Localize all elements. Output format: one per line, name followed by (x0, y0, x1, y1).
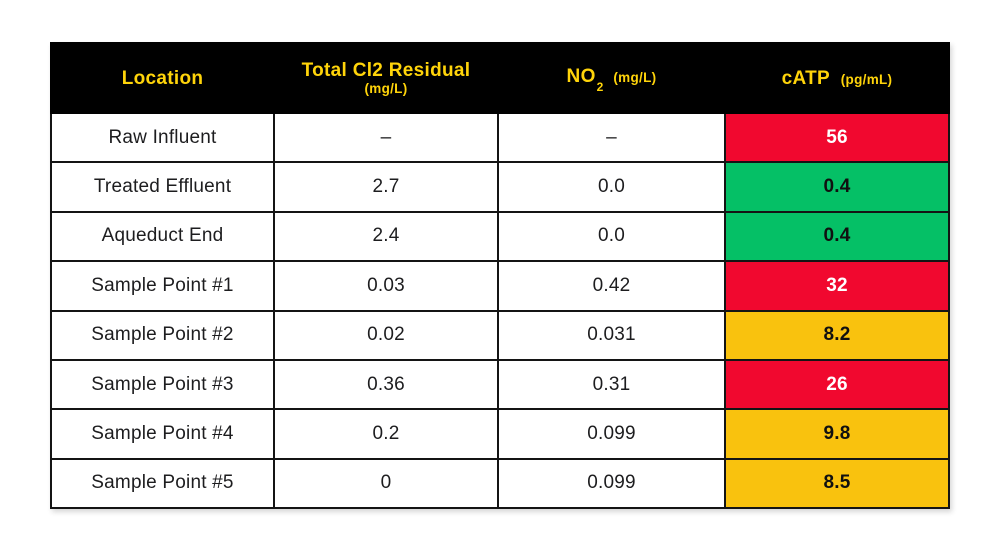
catp-header-label: cATP (781, 67, 830, 89)
cl2-cell: 2.4 (273, 210, 499, 263)
col-header-catp: cATP (pg/mL) (724, 42, 950, 114)
catp-status-cell: 26 (724, 358, 950, 411)
col-header-cl2-residual: Total Cl2 Residual (mg/L) (273, 42, 499, 114)
location-cell: Treated Effluent (50, 161, 275, 213)
cl2-cell: 0.03 (273, 260, 499, 312)
location-cell: Sample Point #3 (50, 358, 275, 411)
catp-status-cell: 8.2 (724, 309, 950, 361)
no2-cell: 0.099 (497, 408, 726, 460)
catp-status-cell: 9.8 (724, 408, 950, 460)
cl2-cell: 0.02 (273, 309, 499, 361)
catp-status-cell: 8.5 (724, 457, 950, 510)
location-cell: Sample Point #1 (50, 260, 275, 312)
table-row-sample-point-2: Sample Point #2 0.02 0.031 8.2 (50, 309, 950, 361)
cl2-header-unit: (mg/L) (364, 81, 408, 96)
header-row: Location Total Cl2 Residual (mg/L) NO2 (… (50, 42, 950, 114)
no2-cell: 0.031 (497, 309, 726, 361)
cl2-cell: 0.2 (273, 408, 499, 460)
no2-header-label: NO (566, 66, 596, 88)
table-row-sample-point-5: Sample Point #5 0 0.099 8.5 (50, 457, 950, 510)
cl2-header-label: Total Cl2 Residual (301, 60, 471, 81)
water-quality-results-table: Location Total Cl2 Residual (mg/L) NO2 (… (50, 42, 950, 510)
no2-cell: 0.099 (497, 457, 726, 510)
no2-cell: 0.31 (497, 358, 726, 411)
table-row-sample-point-1: Sample Point #1 0.03 0.42 32 (50, 260, 950, 312)
no2-subscript: 2 (596, 79, 604, 94)
no2-cell: – (497, 111, 726, 164)
cl2-cell: 0 (273, 457, 499, 510)
location-header-label: Location (121, 67, 204, 89)
location-cell: Sample Point #2 (50, 309, 275, 361)
col-header-location: Location (50, 42, 275, 114)
table-row-raw-influent: Raw Influent – – 56 (50, 111, 950, 164)
cl2-cell: – (273, 111, 499, 164)
table-row-sample-point-4: Sample Point #4 0.2 0.099 9.8 (50, 408, 950, 460)
no2-cell: 0.0 (497, 210, 726, 263)
cl2-cell: 0.36 (273, 358, 499, 411)
location-cell: Sample Point #4 (50, 408, 275, 460)
table-body: Raw Influent – – 56 Treated Effluent 2.7… (50, 111, 950, 510)
table-header: Location Total Cl2 Residual (mg/L) NO2 (… (50, 42, 950, 114)
col-header-no2: NO2 (mg/L) (497, 42, 726, 114)
location-cell: Raw Influent (50, 111, 275, 164)
no2-header-unit: (mg/L) (613, 70, 657, 86)
table-row-sample-point-3: Sample Point #3 0.36 0.31 26 (50, 358, 950, 411)
table-row-treated-effluent: Treated Effluent 2.7 0.0 0.4 (50, 161, 950, 213)
catp-status-cell: 56 (724, 111, 950, 164)
table-row-aqueduct-end: Aqueduct End 2.4 0.0 0.4 (50, 210, 950, 263)
location-cell: Aqueduct End (50, 210, 275, 263)
catp-status-cell: 0.4 (724, 210, 950, 263)
location-cell: Sample Point #5 (50, 457, 275, 510)
catp-status-cell: 0.4 (724, 161, 950, 213)
catp-status-cell: 32 (724, 260, 950, 312)
no2-cell: 0.0 (497, 161, 726, 213)
catp-header-unit: (pg/mL) (840, 71, 893, 87)
no2-cell: 0.42 (497, 260, 726, 312)
cl2-cell: 2.7 (273, 161, 499, 213)
